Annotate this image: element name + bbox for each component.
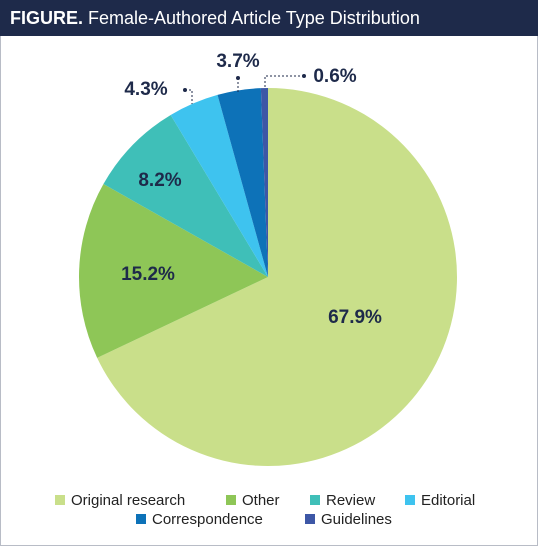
value-label: 15.2% [121, 264, 175, 285]
value-label: 8.2% [138, 170, 181, 191]
pie-slice [103, 114, 268, 278]
pie-slice [217, 88, 268, 278]
legend-label: Original research [71, 492, 185, 509]
leader-line [185, 89, 193, 104]
leader-dot [302, 74, 306, 78]
value-label: 4.3% [124, 79, 167, 100]
pie-slice [97, 88, 458, 466]
leader-line [264, 75, 304, 88]
pie-slice [79, 184, 269, 358]
value-label: 3.7% [216, 51, 259, 72]
title-text: Female-Authored Article Type Distributio… [88, 8, 420, 28]
legend-swatch [305, 514, 315, 524]
legend-label: Review [326, 492, 375, 509]
pie-slice [170, 94, 268, 277]
pie [79, 88, 458, 466]
legend-label: Other [242, 492, 280, 509]
legend-label: Editorial [421, 492, 475, 509]
legend-label: Guidelines [321, 511, 392, 528]
pie-slice [260, 88, 268, 277]
chart-title: FIGURE. Female-Authored Article Type Dist… [10, 8, 420, 28]
legend-swatch [136, 514, 146, 524]
value-label: 67.9% [328, 307, 382, 328]
leader-dot [183, 88, 187, 92]
legend-label: Correspondence [152, 511, 263, 528]
header-bar [0, 0, 538, 36]
value-label: 0.6% [313, 66, 356, 87]
legend-swatch [405, 495, 415, 505]
title-label: FIGURE. [10, 8, 83, 28]
legend-swatch [226, 495, 236, 505]
legend-swatch [310, 495, 320, 505]
legend-swatch [55, 495, 65, 505]
leader-dot [236, 76, 240, 80]
